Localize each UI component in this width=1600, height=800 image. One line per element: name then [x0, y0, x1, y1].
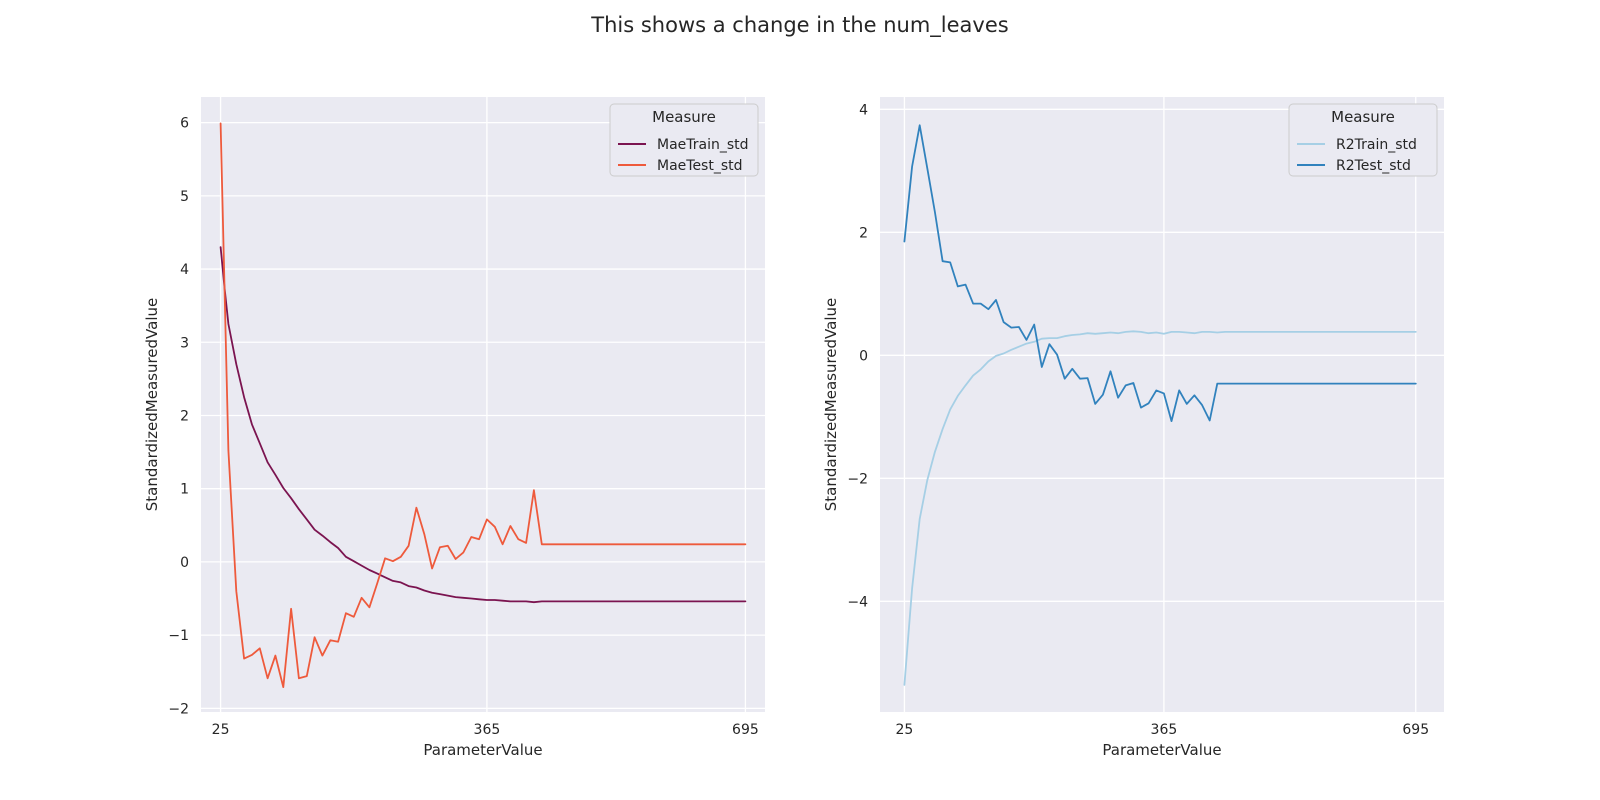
y-tick-label: −1: [168, 628, 189, 644]
y-tick-label: 1: [180, 482, 189, 498]
y-tick-label: 0: [859, 348, 868, 364]
plot-area: [880, 97, 1444, 712]
y-tick-label: 5: [180, 189, 189, 205]
legend-entry: R2Train_std: [1336, 137, 1417, 153]
legend-entry: MaeTrain_std: [657, 137, 749, 153]
right-chart: −4 −2 0 2 4 25 365 695 ParameterValue Standardize…: [822, 97, 1444, 759]
legend-title: Measure: [1331, 108, 1395, 126]
y-tick-label: 2: [180, 408, 189, 424]
legend: Measure MaeTrain_std MaeTest_std: [609, 103, 759, 177]
y-tick-label: 6: [180, 116, 189, 132]
y-tick-label: −2: [168, 701, 189, 717]
legend-entry: MaeTest_std: [657, 158, 743, 174]
y-tick-label: 4: [859, 102, 868, 118]
y-tick-label: 0: [180, 555, 189, 571]
y-tick-label: −4: [847, 594, 868, 610]
legend: Measure R2Train_std R2Test_std: [1288, 103, 1438, 177]
series-line-r2test-std: [903, 124, 1417, 423]
y-tick-label: 2: [859, 225, 868, 241]
x-tick-label: 25: [212, 722, 230, 738]
x-axis-label: ParameterValue: [423, 741, 542, 759]
x-tick-label: 365: [1151, 722, 1178, 738]
x-tick-label: 695: [1402, 722, 1429, 738]
legend-box: [1288, 103, 1438, 177]
series-line-maetrain-std: [219, 246, 747, 604]
y-tick-label: 3: [180, 335, 189, 351]
x-axis-label: ParameterValue: [1102, 741, 1221, 759]
y-tick-label: −2: [847, 471, 868, 487]
plot-area: [201, 97, 765, 712]
legend-box: [609, 103, 759, 177]
y-tick-label: 4: [180, 262, 189, 278]
x-tick-label: 365: [474, 722, 501, 738]
series-line-maetest-std: [219, 122, 747, 688]
figure-title: This shows a change in the num_leaves: [590, 13, 1008, 38]
x-tick-label: 25: [896, 722, 914, 738]
legend-entry: R2Test_std: [1336, 158, 1411, 174]
y-axis-label: StandardizedMeasuredValue: [822, 298, 840, 512]
series-line-r2train-std: [903, 330, 1417, 686]
left-chart: −2 −1 0 1 2 3 4 5 6 25 365 695 ParameterValue Standar…: [143, 97, 765, 759]
y-axis-label: StandardizedMeasuredValue: [143, 298, 161, 512]
legend-title: Measure: [652, 108, 716, 126]
x-tick-label: 695: [732, 722, 759, 738]
